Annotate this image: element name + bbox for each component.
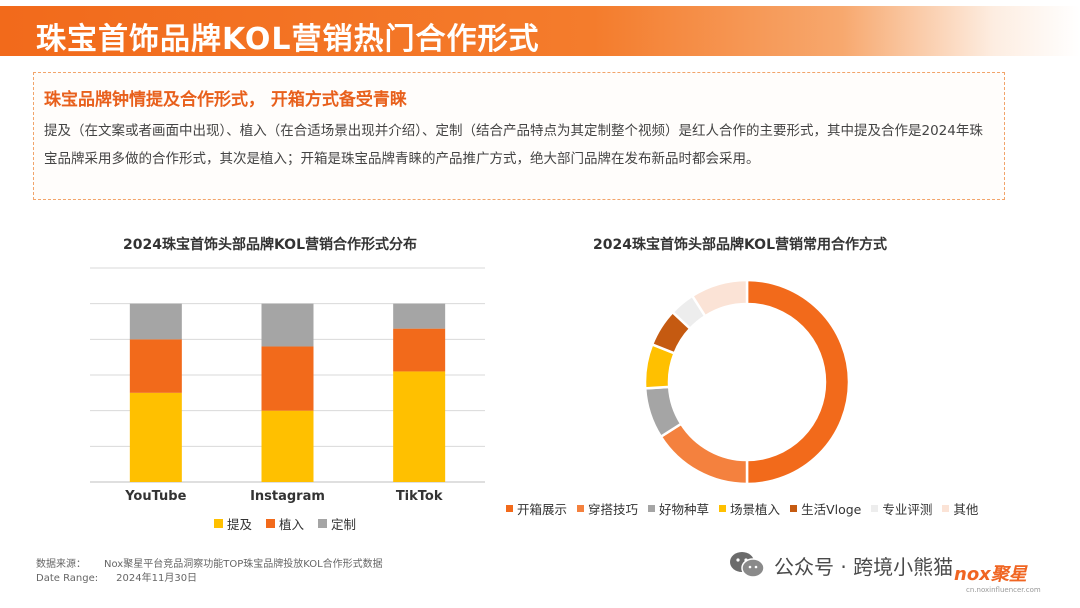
legend-item: 提及 xyxy=(214,514,252,533)
legend-item: 专业评测 xyxy=(871,499,932,518)
x-tick-label: TikTok xyxy=(396,489,443,504)
bar-segment xyxy=(129,303,182,340)
wechat-icon xyxy=(730,552,765,578)
legend-swatch xyxy=(942,505,950,512)
legend-swatch xyxy=(266,519,276,528)
legend-label: 其他 xyxy=(953,502,979,517)
bar-segment xyxy=(261,346,314,411)
legend-swatch xyxy=(871,505,879,512)
bar-segment xyxy=(393,328,446,372)
watermark: 公众号 · 跨境小熊猫 xyxy=(728,550,953,580)
legend-item: 其他 xyxy=(942,499,978,518)
legend-label: 专业评测 xyxy=(882,502,933,517)
legend-label: 植入 xyxy=(279,517,305,532)
legend-swatch xyxy=(790,505,798,512)
legend-label: 场景植入 xyxy=(730,502,781,517)
nox-logo-url: cn.noxinfluencer.com xyxy=(966,586,1041,594)
title-bar: 珠宝首饰品牌KOL营销热门合作形式 xyxy=(0,6,1080,57)
bar-segment xyxy=(393,371,446,482)
date-label: Date Range: xyxy=(36,573,99,584)
legend-swatch xyxy=(577,505,585,512)
bar-chart: YouTube Instagram TikTok xyxy=(90,267,485,504)
legend-item: 开箱展示 xyxy=(506,499,567,518)
x-tick-label: YouTube xyxy=(124,489,186,504)
x-tick-label: Instagram xyxy=(250,489,325,504)
legend-item: 好物种草 xyxy=(648,499,709,518)
bar-segment xyxy=(261,303,314,347)
source-value: Nox聚星平台竞品洞察功能TOP珠宝品牌投放KOL合作形式数据 xyxy=(104,559,383,570)
donut-slice xyxy=(690,278,749,318)
legend-label: 穿搭技巧 xyxy=(588,502,639,517)
legend-label: 生活Vloge xyxy=(801,502,862,517)
legend-swatch xyxy=(506,505,513,512)
bar-segment xyxy=(393,303,446,329)
nox-logo-text: nox聚星 xyxy=(954,564,1027,585)
bar-chart-title: 2024珠宝首饰头部品牌KOL营销合作形式分布 xyxy=(122,237,417,253)
donut-chart-title: 2024珠宝首饰头部品牌KOL营销常用合作方式 xyxy=(592,237,887,253)
legend-swatch xyxy=(214,519,223,528)
legend-swatch xyxy=(719,505,727,512)
bar-segment xyxy=(129,339,182,393)
date-value: 2024年11月30日 xyxy=(116,573,198,584)
donut-slice xyxy=(745,278,851,486)
legend-item: 场景植入 xyxy=(719,499,780,518)
bar-chart-legend: 提及 植入 定制 xyxy=(214,514,356,533)
summary-box: 珠宝品牌钟情提及合作形式， 开箱方式备受青睐 提及（在文案或者画面中出现）、植入… xyxy=(33,72,1005,200)
legend-swatch xyxy=(648,505,656,512)
donut-slice xyxy=(659,422,749,486)
legend-label: 提及 xyxy=(227,517,253,532)
legend-item: 定制 xyxy=(318,514,356,533)
legend-label: 定制 xyxy=(331,517,357,532)
legend-item: 植入 xyxy=(266,514,304,533)
summary-body: 提及（在文案或者画面中出现）、植入（在合适场景出现并介绍）、定制（结合产品特点为… xyxy=(44,123,983,167)
summary-title: 珠宝品牌钟情提及合作形式， 开箱方式备受青睐 xyxy=(44,90,407,110)
legend-item: 穿搭技巧 xyxy=(577,499,638,518)
nox-logo: nox聚星 cn.noxinfluencer.com xyxy=(954,560,1054,600)
legend-swatch xyxy=(318,519,328,528)
bar-segment xyxy=(261,410,314,482)
page-title: 珠宝首饰品牌KOL营销热门合作形式 xyxy=(36,22,540,57)
bar-segment xyxy=(129,392,182,482)
donut-chart xyxy=(643,278,851,486)
legend-label: 好物种草 xyxy=(659,502,710,517)
legend-label: 开箱展示 xyxy=(517,502,568,517)
source-label: 数据来源： xyxy=(36,559,86,570)
watermark-text: 公众号 · 跨境小熊猫 xyxy=(774,554,954,579)
legend-item: 生活Vloge xyxy=(790,499,861,518)
donut-chart-legend: 开箱展示 穿搭技巧 好物种草 场景植入 生活Vloge 专业评测 其他 xyxy=(506,499,978,518)
source-note: 数据来源： Nox聚星平台竞品洞察功能TOP珠宝品牌投放KOL合作形式数据 Da… xyxy=(36,558,383,586)
